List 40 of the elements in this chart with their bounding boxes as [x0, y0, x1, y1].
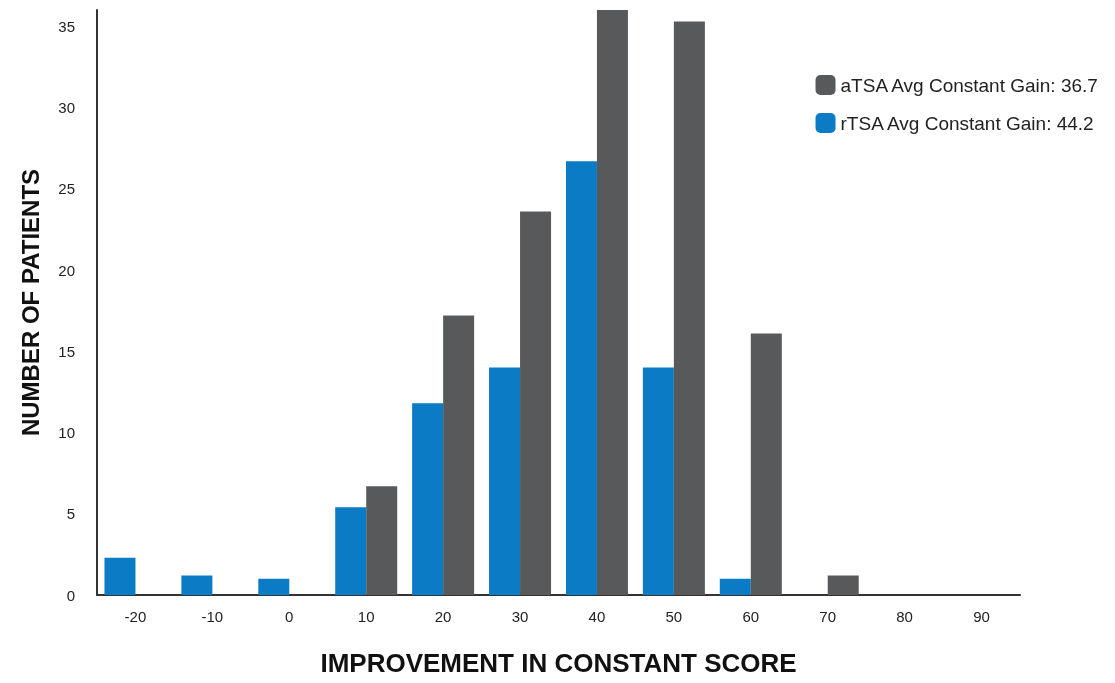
bar — [642, 367, 674, 595]
bar — [673, 21, 705, 595]
legend-label: rTSA Avg Constant Gain: 44.2 — [840, 112, 1094, 134]
y-tick-label: 5 — [66, 505, 75, 523]
y-tick-label: 35 — [58, 17, 75, 35]
x-tick-label: -20 — [124, 608, 147, 625]
bar — [827, 575, 859, 595]
x-tick-label: 70 — [819, 608, 837, 625]
x-tick-label: 30 — [511, 608, 529, 625]
x-tick-label: 90 — [973, 608, 990, 625]
x-tick-label: 60 — [742, 608, 760, 625]
bar — [443, 315, 475, 595]
y-axis-title: NUMBER OF PATIENTS — [16, 168, 44, 437]
bar — [750, 333, 782, 595]
x-tick-label: 20 — [434, 608, 452, 625]
y-tick-label: 25 — [58, 180, 75, 198]
x-tick-label: 50 — [665, 608, 683, 625]
y-tick-label: 30 — [58, 99, 75, 116]
legend-label: aTSA Avg Constant Gain: 36.7 — [840, 74, 1098, 96]
bar — [366, 486, 398, 595]
bar — [258, 578, 290, 595]
x-tick-label: 10 — [357, 608, 375, 625]
y-tick-label: 15 — [58, 342, 75, 360]
bar — [104, 557, 136, 595]
y-tick-label: 0 — [66, 586, 75, 604]
x-tick-label: 0 — [285, 608, 294, 625]
bar — [412, 403, 444, 595]
x-tick-label: -10 — [201, 608, 224, 625]
x-tick-label: 40 — [588, 608, 606, 625]
bar — [596, 10, 628, 595]
bar — [181, 575, 213, 595]
bar — [719, 578, 751, 595]
bar — [565, 161, 597, 595]
bar — [520, 211, 552, 595]
x-axis-title: IMPROVEMENT IN CONSTANT SCORE — [320, 648, 797, 678]
y-tick-label: 20 — [58, 261, 75, 279]
bar — [489, 367, 521, 595]
bar — [335, 507, 367, 595]
x-tick-label: 80 — [896, 608, 913, 625]
y-tick-label: 10 — [58, 424, 75, 441]
